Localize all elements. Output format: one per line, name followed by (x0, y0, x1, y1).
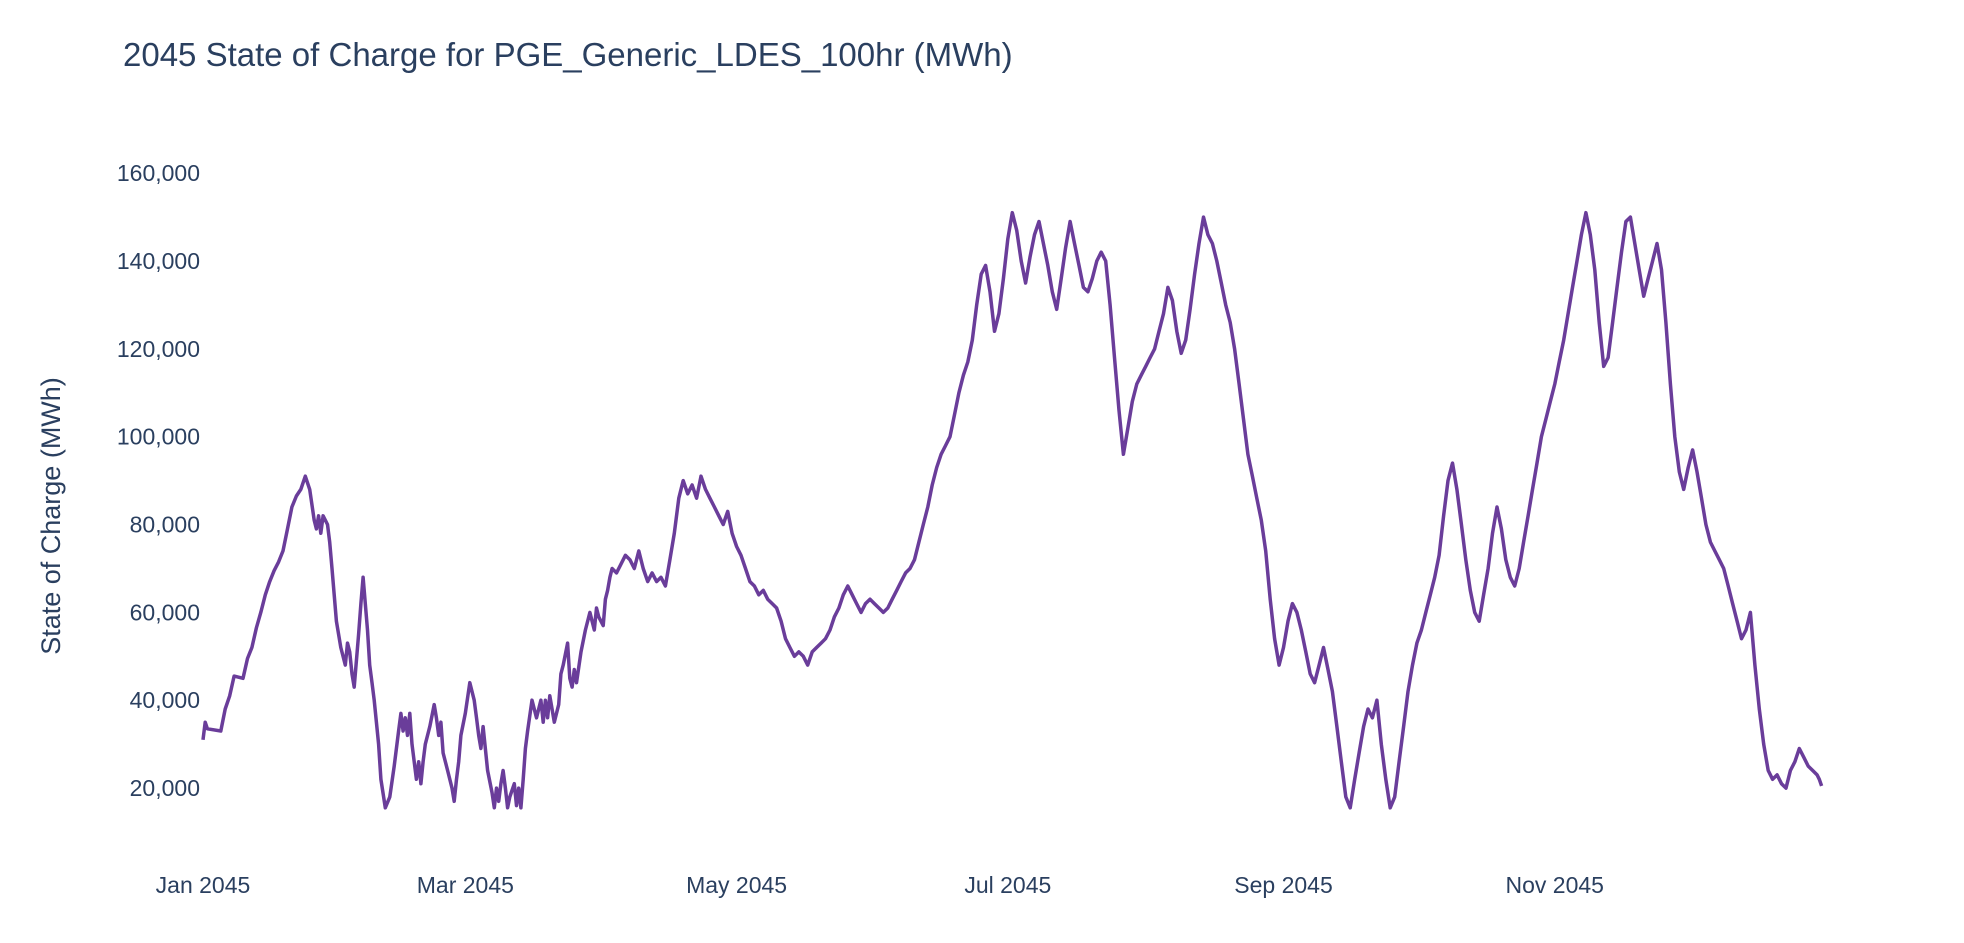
x-tick-label: Jan 2045 (156, 872, 251, 898)
x-tick-label: Sep 2045 (1234, 872, 1332, 898)
x-tick-label: Jul 2045 (964, 872, 1051, 898)
y-tick-label: 160,000 (117, 160, 200, 186)
y-tick-label: 20,000 (130, 775, 200, 801)
y-tick-label: 40,000 (130, 687, 200, 713)
x-axis: Jan 2045 Mar 2045 May 2045 Jul 2045 Sep 2045… (156, 872, 1604, 898)
y-tick-label: 140,000 (117, 248, 200, 274)
y-axis: 20,000 40,000 60,000 80,000 100,000 120,000 14… (117, 160, 200, 801)
x-tick-label: Nov 2045 (1506, 872, 1604, 898)
plot-area (201, 210, 1824, 810)
x-tick-label: May 2045 (686, 872, 787, 898)
chart-title: 2045 State of Charge for PGE_Generic_LDE… (123, 36, 1013, 73)
y-axis-label: State of Charge (MWh) (36, 377, 66, 655)
y-tick-label: 80,000 (130, 512, 200, 538)
series-line (201, 210, 1824, 810)
x-tick-label: Mar 2045 (417, 872, 514, 898)
y-tick-label: 60,000 (130, 599, 200, 625)
y-tick-label: 120,000 (117, 336, 200, 362)
y-tick-label: 100,000 (117, 424, 200, 450)
